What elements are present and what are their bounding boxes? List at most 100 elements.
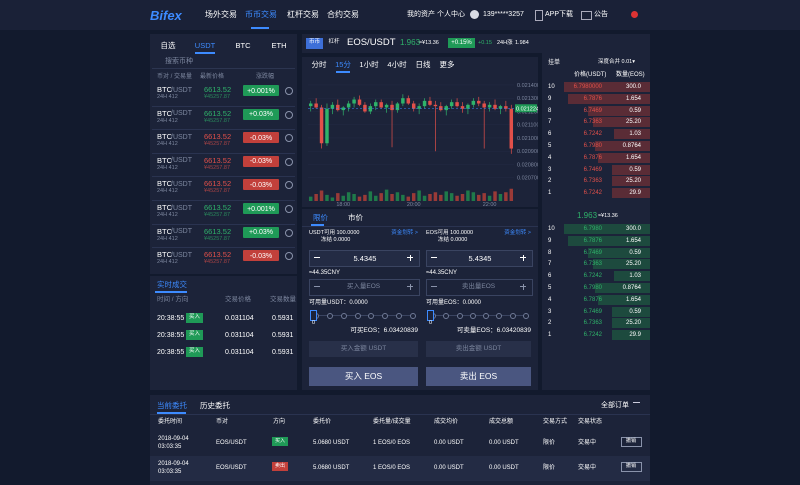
order-type-tab[interactable]: 限价 — [313, 213, 328, 222]
market-tab: ETH — [271, 41, 287, 50]
nav-link[interactable]: 个人中心 — [437, 11, 465, 18]
price-input[interactable] — [426, 250, 533, 267]
trade-time: 20:38:55 — [157, 332, 185, 339]
nav-item[interactable]: 币币交易 — [245, 10, 277, 19]
slider-dot[interactable] — [326, 313, 333, 319]
nav-link[interactable]: 公告 — [594, 11, 608, 18]
pair-volume: 24H 412 — [157, 141, 178, 148]
search-box[interactable] — [152, 55, 295, 69]
submit-button[interactable] — [426, 367, 531, 386]
level-amount: 29.9 — [629, 332, 641, 339]
slider-dot[interactable] — [368, 313, 375, 319]
favorite-button[interactable] — [285, 252, 293, 261]
cancel-label: 撤销 — [625, 438, 637, 444]
amount-input[interactable] — [426, 279, 533, 296]
user-phone[interactable]: 139*****3257 — [483, 11, 524, 18]
submit-label: 卖出 EOS — [459, 371, 498, 381]
filter-icon[interactable] — [633, 402, 640, 409]
candle-body — [341, 107, 345, 111]
slider-handle[interactable] — [310, 310, 317, 321]
pair-quote: /USDT — [171, 204, 192, 212]
level-index: 2 — [548, 178, 552, 185]
column-header: 成交均价 — [434, 419, 459, 425]
favorite-button[interactable] — [285, 87, 293, 95]
total-input[interactable] — [426, 341, 531, 357]
level-price: 6.7363 — [583, 178, 602, 185]
nav-link[interactable]: APP下载 — [545, 11, 574, 18]
favorite-button[interactable] — [285, 157, 293, 166]
volume-bar — [319, 190, 324, 201]
flag[interactable] — [631, 11, 638, 18]
slider-dot[interactable] — [340, 313, 347, 319]
slider-dot[interactable] — [496, 313, 503, 319]
slider-dot[interactable] — [354, 313, 361, 319]
search-input[interactable]: 搜索币种 — [165, 58, 193, 65]
price-cny: ¥45257.87 — [204, 141, 230, 148]
slider-dot[interactable] — [469, 313, 476, 319]
order-price: 5.0680 USDT — [313, 465, 350, 471]
favorite-button[interactable] — [285, 181, 293, 190]
price-input[interactable] — [309, 250, 420, 267]
cancel-button[interactable] — [621, 437, 642, 447]
slider-dot[interactable] — [443, 313, 450, 319]
submit-button[interactable] — [309, 367, 418, 386]
column-header: 交易状态 — [578, 419, 603, 425]
tab-underline — [195, 52, 215, 54]
available: USDT可用 100.0000 — [309, 230, 360, 236]
book-tab[interactable]: 挂单 — [548, 60, 561, 66]
change-pct: -0.03% — [249, 134, 273, 142]
level-price: 6.7876 — [583, 95, 602, 102]
depth-merge[interactable]: 深度合并 0.01▾ — [598, 59, 635, 65]
ticker-cny: ≈¥13.36 — [419, 40, 439, 46]
depth-bar — [612, 176, 650, 187]
order-total: 0.00 USDT — [489, 440, 519, 446]
total-input[interactable] — [309, 341, 418, 357]
volume-bar — [509, 188, 514, 201]
slider-dot[interactable] — [483, 313, 490, 319]
volume-bar — [487, 195, 492, 201]
order-avg: 0.00 USDT — [434, 440, 464, 446]
favorite-button[interactable] — [285, 134, 293, 143]
nav-item[interactable]: 合约交易 — [327, 10, 359, 19]
cancel-button[interactable] — [621, 462, 642, 472]
candle-body — [330, 104, 335, 109]
favorite-button[interactable] — [285, 228, 293, 237]
candle-body — [395, 103, 400, 111]
x-tick-label: 22:00 — [483, 202, 497, 207]
interval-tab: 15分 — [335, 60, 351, 69]
nav-link[interactable]: 我的资产 — [407, 11, 435, 18]
slider-dot[interactable] — [509, 313, 516, 319]
nav-item[interactable]: 场外交易 — [205, 10, 237, 19]
level-index: 3 — [548, 308, 552, 315]
row-divider — [152, 200, 295, 201]
x-tick-label: 18:00 — [336, 202, 350, 207]
orders-tab[interactable]: 历史委托 — [200, 401, 230, 410]
slider-dot[interactable] — [410, 313, 416, 319]
nav-item[interactable]: 杠杆交易 — [287, 10, 319, 19]
slider-handle[interactable] — [427, 310, 434, 321]
pair-quote: /USDT — [171, 251, 192, 259]
level-amount: 0.59 — [629, 107, 641, 114]
candle-body — [428, 100, 432, 105]
amount-input[interactable] — [309, 279, 420, 296]
level-price: 6.7980 — [583, 226, 602, 232]
favorite-button[interactable] — [285, 110, 293, 119]
level-amount: 1.03 — [629, 131, 641, 138]
level-amount: 0.8764 — [622, 285, 641, 291]
frozen: 冻结 0.0000 — [321, 237, 351, 243]
candle-body — [444, 106, 448, 111]
side-badge — [186, 313, 203, 323]
price-cny: ¥45257.87 — [204, 188, 230, 195]
price-value: 5.4345 — [353, 254, 377, 263]
favorite-button[interactable] — [285, 205, 293, 213]
order-type-tab[interactable]: 市价 — [348, 213, 363, 222]
usable-amount: 可用量USDT：0.0000 — [309, 300, 368, 306]
slider-dot[interactable] — [382, 313, 389, 319]
slider-dot[interactable] — [523, 313, 529, 319]
last-price: 6613.52 — [204, 226, 232, 236]
orders-tab[interactable]: 当前委托 — [157, 401, 187, 410]
y-tick-label: 0.021400 — [517, 83, 538, 89]
row-bg — [150, 456, 650, 481]
slider-dot[interactable] — [396, 313, 403, 319]
slider-dot[interactable] — [456, 313, 463, 319]
